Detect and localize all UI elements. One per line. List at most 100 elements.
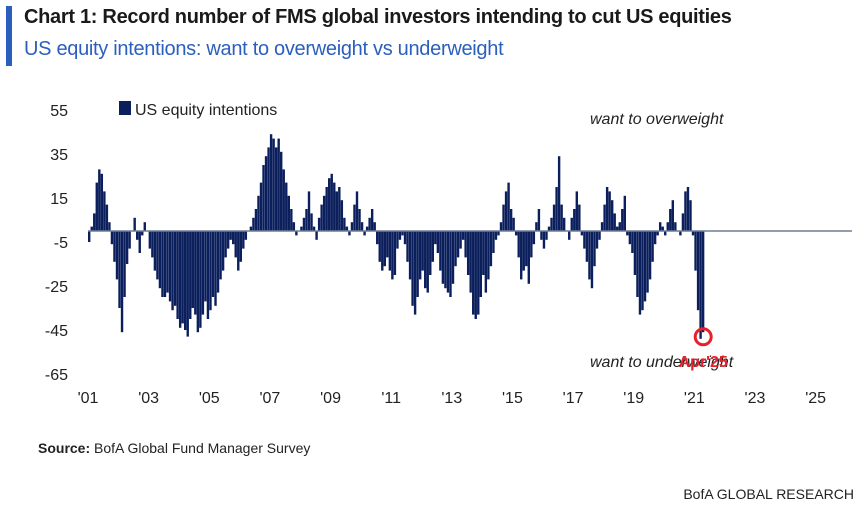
bar [403,231,407,245]
bar [305,209,308,231]
y-tick-label: -45 [45,323,68,340]
bar [446,231,450,293]
bar [656,231,659,236]
bar [204,231,207,302]
bar [489,231,493,267]
bar [108,222,111,231]
bar [348,231,351,236]
bar [138,231,141,253]
x-tick-label: '25 [805,390,826,407]
bar [383,231,386,267]
bar [237,231,240,271]
bar [570,217,573,231]
x-tick-label: '07 [259,390,280,407]
bar [696,231,700,311]
bar [249,226,253,231]
bar [171,231,174,311]
bar [487,231,490,280]
bar [633,231,637,275]
bar [365,226,369,231]
x-tick-label: '15 [502,390,523,407]
bar [325,187,328,231]
bar [396,231,399,249]
underweight-annotation: want to underweight [590,354,734,371]
bar [345,226,349,231]
bar [125,231,129,264]
bar [530,231,533,258]
bar [694,231,697,271]
bar [398,231,402,240]
footer-brand: BofA GLOBAL RESEARCH [683,486,854,502]
bar [333,182,336,231]
bar [113,231,116,262]
bar [451,231,455,284]
bar [338,187,341,231]
bar [393,231,397,275]
bar [610,200,614,231]
bar [421,231,424,271]
bar [466,231,470,275]
bar [691,231,695,236]
bar [232,231,235,245]
y-tick-label: -25 [45,279,68,296]
bar [492,231,495,253]
bar [653,231,657,245]
bar [335,191,338,231]
bar [141,231,144,236]
bar [679,231,682,236]
bar [664,231,667,236]
bar [166,231,169,293]
bar [317,217,321,231]
x-tick-label: '11 [381,390,401,407]
y-tick-label: -5 [54,235,68,252]
bar [98,169,101,231]
y-axis: 55 35 15 -5 -25 -45 -65 [45,103,68,384]
bar [595,231,599,249]
bar [648,231,652,280]
bar [153,231,157,271]
bar [504,191,508,231]
bar [701,231,705,333]
bar [666,222,669,231]
bar [699,231,702,339]
bar [143,222,146,231]
x-tick-label: '17 [563,390,584,407]
title-accent-bar [6,6,12,66]
x-tick-label: '23 [745,390,766,407]
bar [512,217,515,231]
bar [343,217,346,231]
y-tick-label: -65 [45,367,68,384]
bar [424,231,427,289]
bar [110,231,114,245]
bar [429,231,432,275]
bar [444,231,447,289]
bar [388,231,392,271]
bar [472,231,475,315]
bar [416,231,419,297]
bar [631,231,634,253]
bar [178,231,182,328]
bar [608,191,611,231]
bar [330,173,333,231]
bar [322,195,326,231]
bar [643,231,647,302]
bar [224,231,227,258]
x-tick-label: '01 [78,390,99,407]
bar [674,222,677,231]
bar [290,209,293,231]
bar [605,187,609,231]
bar [479,231,482,297]
bar [133,217,136,231]
bar [590,231,594,289]
bar [269,134,273,231]
bar [252,217,255,231]
bar [507,182,510,231]
bar [315,231,318,240]
bar [199,231,202,328]
bar [552,204,556,231]
bar [156,231,159,280]
bar [368,217,371,231]
x-axis: '01 '03 '05 '07 '09 '11 '13 '15 '17 '19 '21 '23 '25 [78,390,827,407]
source-note: Source: BofA Global Fund Manager Survey [38,440,310,456]
bar [623,195,627,231]
